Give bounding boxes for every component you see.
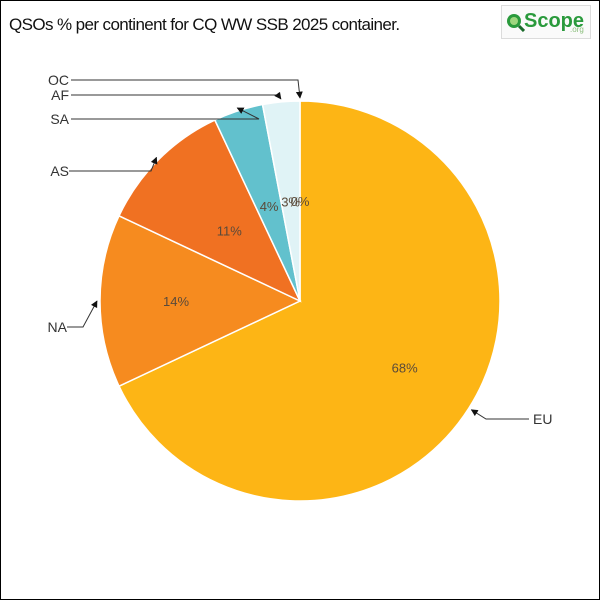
data-label-eu: 68%: [392, 360, 418, 375]
data-label-sa: 4%: [260, 199, 279, 214]
leader-line-as: [69, 156, 158, 172]
category-label-eu: EU: [533, 411, 552, 427]
category-label-as: AS: [50, 163, 69, 179]
data-label-as: 11%: [217, 223, 242, 238]
data-label-af: 3%: [281, 194, 300, 209]
category-label-af: AF: [51, 87, 69, 103]
logo-text: Scope: [524, 10, 585, 32]
magnifier-icon: [507, 14, 525, 32]
data-label-oc: 0%: [291, 194, 310, 209]
leader-line-oc: [71, 79, 303, 99]
leader-line-eu: [470, 409, 529, 420]
pie-slice-eu[interactable]: [118, 100, 501, 502]
leader-line-na: [67, 300, 98, 328]
chart-title: QSOs % per continent for CQ WW SSB 2025 …: [9, 15, 400, 34]
logo-suffix: .org: [570, 25, 584, 34]
qscope-logo[interactable]: Scope .org: [501, 5, 591, 39]
leader-line-af: [71, 91, 282, 100]
category-label-sa: SA: [50, 111, 69, 127]
pie-slice-na[interactable]: [99, 214, 302, 388]
category-label-na: NA: [48, 319, 68, 335]
pie-slice-as[interactable]: [118, 119, 302, 303]
data-label-na: 14%: [163, 294, 189, 309]
pie-slice-af[interactable]: [261, 100, 301, 302]
leader-line-sa: [71, 107, 260, 120]
category-label-oc: OC: [48, 72, 69, 88]
